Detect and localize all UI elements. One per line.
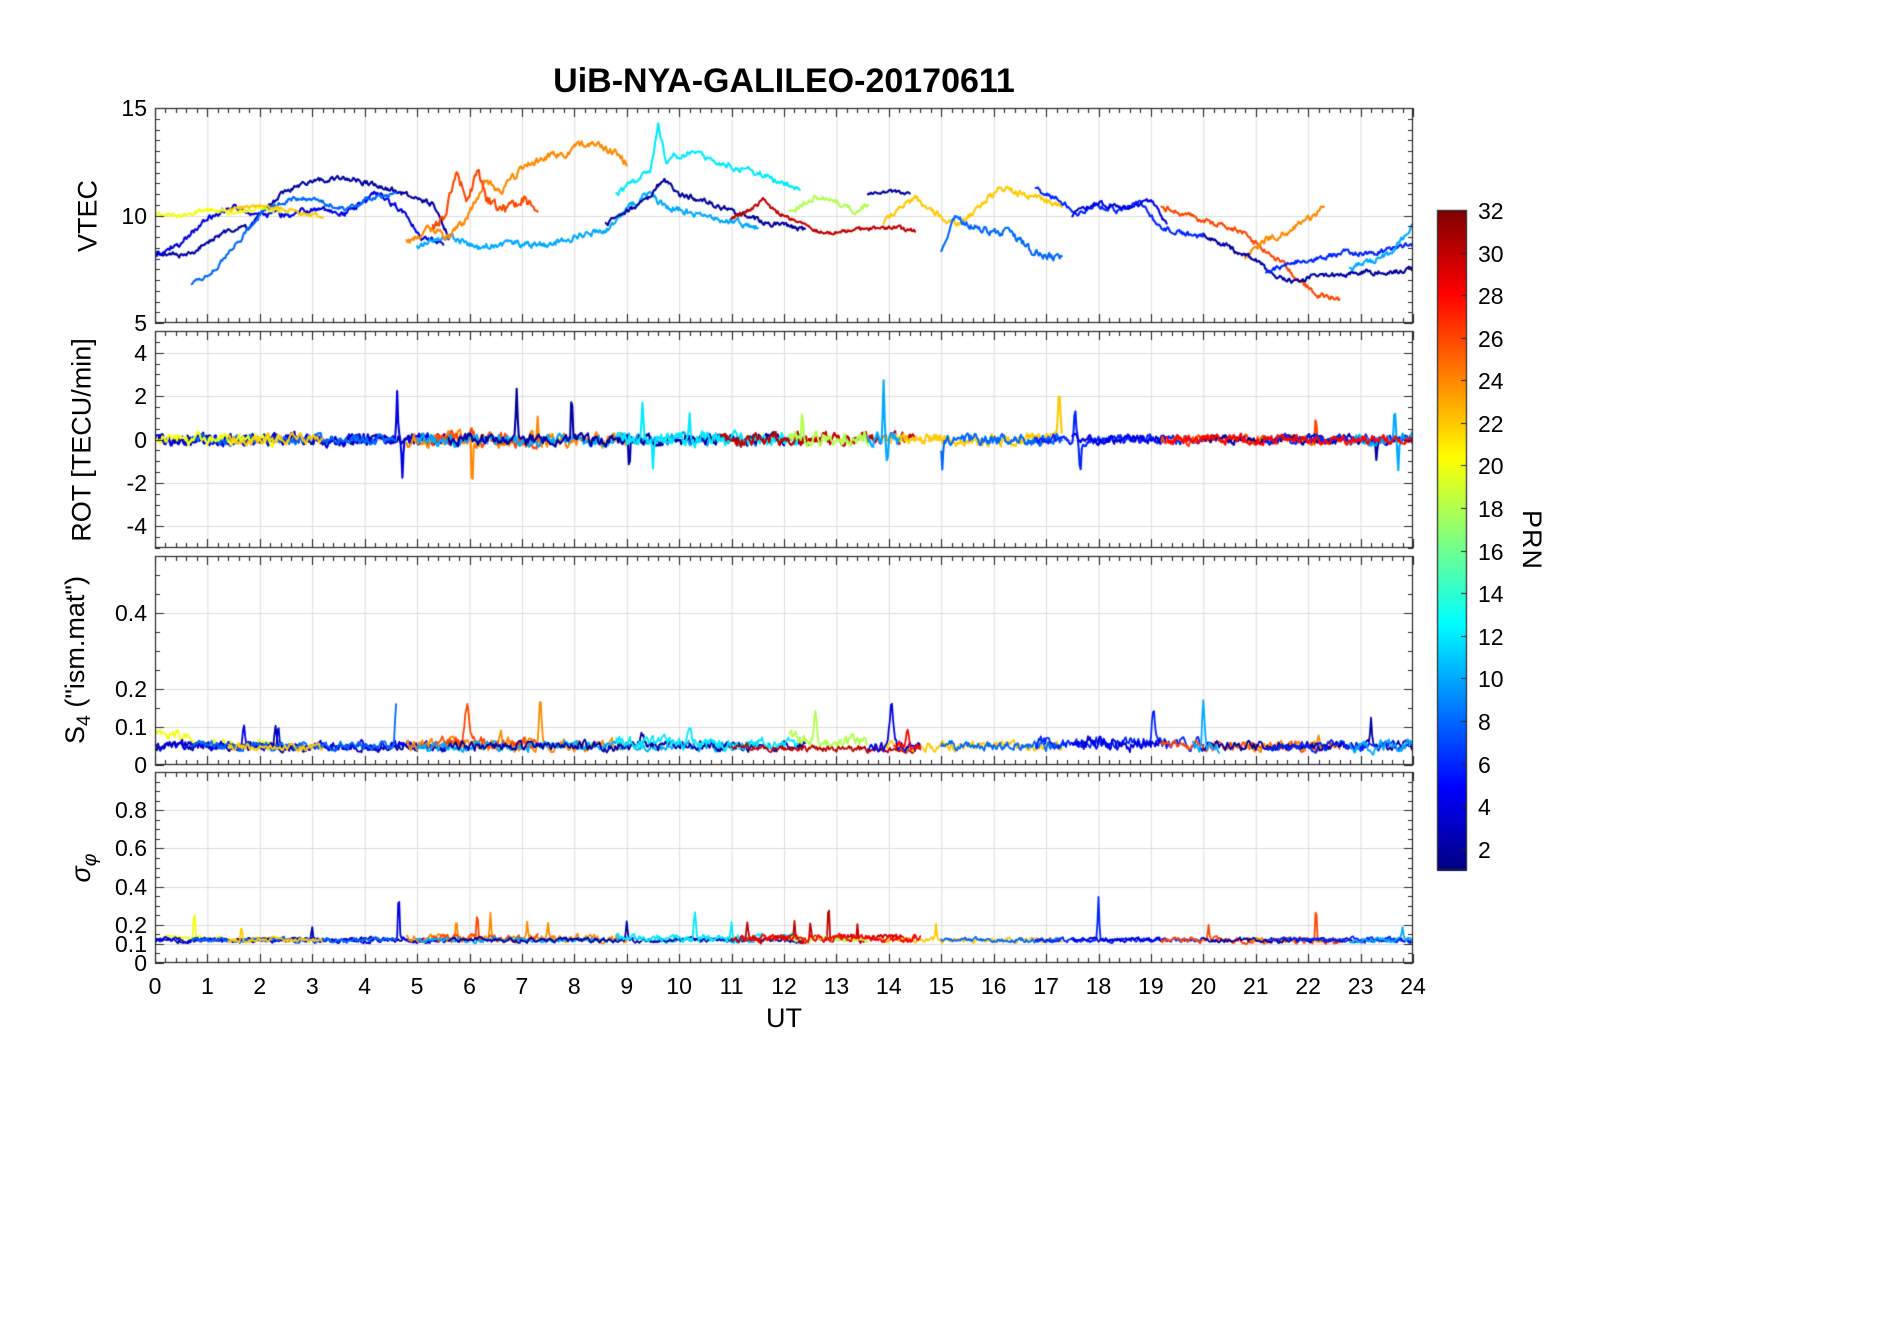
x-tick-label: 13 (823, 973, 850, 999)
colorbar-tick-label: 30 (1478, 240, 1504, 267)
y-tick-label-s4: 0.4 (115, 600, 147, 626)
x-tick-label: 21 (1242, 973, 1269, 999)
colorbar-tick-label: 26 (1478, 325, 1504, 352)
x-tick-label: 17 (1033, 973, 1059, 999)
y-tick-label-sigma-phi: 0.2 (115, 911, 147, 938)
y-tick-label-rot: 2 (134, 383, 147, 410)
colorbar-tick-label: 24 (1478, 367, 1504, 394)
x-tick-label: 11 (719, 973, 744, 999)
y-tick-label-sigma-phi: 0.1 (115, 930, 147, 957)
x-tick-label: 20 (1190, 973, 1217, 999)
x-tick-label: 8 (567, 973, 581, 999)
x-tick-label: 24 (1400, 973, 1426, 999)
y-tick-label-rot: 0 (134, 426, 147, 453)
y-tick-label-sigma-phi: 0.4 (115, 873, 147, 900)
x-tick-label: 4 (358, 973, 372, 999)
colorbar-tick-label: 12 (1478, 623, 1504, 650)
colorbar-tick-label: 14 (1478, 580, 1504, 607)
x-tick-label: 18 (1085, 973, 1112, 999)
colorbar-tick-label: 2 (1478, 836, 1491, 863)
colorbar-tick-label: 16 (1478, 538, 1504, 565)
x-tick-label: 5 (410, 973, 424, 999)
x-tick-label: 12 (771, 973, 797, 999)
colorbar-tick-label: 10 (1478, 665, 1504, 692)
colorbar-tick-label: 22 (1478, 410, 1504, 437)
y-tick-label-sigma-phi: 0.6 (115, 835, 147, 862)
x-tick-label: 15 (928, 973, 955, 999)
y-tick-label-s4: 0 (134, 752, 147, 778)
colorbar-tick-label: 32 (1478, 197, 1504, 224)
y-tick-label-sigma-phi: 0 (134, 950, 147, 976)
y-tick-label-s4: 0.1 (115, 714, 147, 740)
colorbar-tick-label: 20 (1478, 452, 1504, 479)
x-tick-label: 2 (253, 973, 267, 999)
x-tick-label: 3 (305, 973, 319, 999)
x-tick-label: 14 (876, 973, 902, 999)
x-tick-label: 6 (463, 973, 476, 999)
colorbar-label-prn: PRN (1517, 509, 1547, 571)
chart-title: UiB-NYA-GALILEO-20170611 (553, 62, 1015, 100)
y-tick-label-sigma-phi: 0.8 (115, 797, 147, 824)
colorbar-tick-label: 18 (1478, 495, 1504, 522)
colorbar-tick-label: 28 (1478, 282, 1504, 309)
x-tick-label: 22 (1295, 973, 1321, 999)
xlabel-ut: UT (766, 1003, 802, 1033)
y-tick-label-vtec: 15 (121, 95, 147, 121)
y-tick-label-rot: 4 (134, 339, 147, 366)
x-tick-label: 10 (666, 973, 692, 999)
y-tick-label-rot: -4 (126, 513, 147, 540)
y-tick-label-s4: 0.2 (115, 676, 147, 702)
y-tick-label-vtec: 10 (121, 202, 147, 229)
x-tick-label: 0 (148, 973, 162, 999)
y-tick-label-vtec: 5 (134, 310, 147, 336)
x-tick-label: 9 (620, 973, 634, 999)
x-tick-label: 7 (515, 973, 529, 999)
colorbar-tick-label: 8 (1478, 708, 1491, 735)
y-tick-label-rot: -2 (126, 469, 147, 496)
x-tick-label: 1 (201, 973, 214, 999)
x-tick-label: 16 (980, 973, 1007, 999)
x-tick-label: 19 (1138, 973, 1164, 999)
x-tick-label: 23 (1347, 973, 1374, 999)
colorbar-tick-label: 6 (1478, 751, 1491, 778)
colorbar-tick-label: 4 (1478, 793, 1491, 820)
